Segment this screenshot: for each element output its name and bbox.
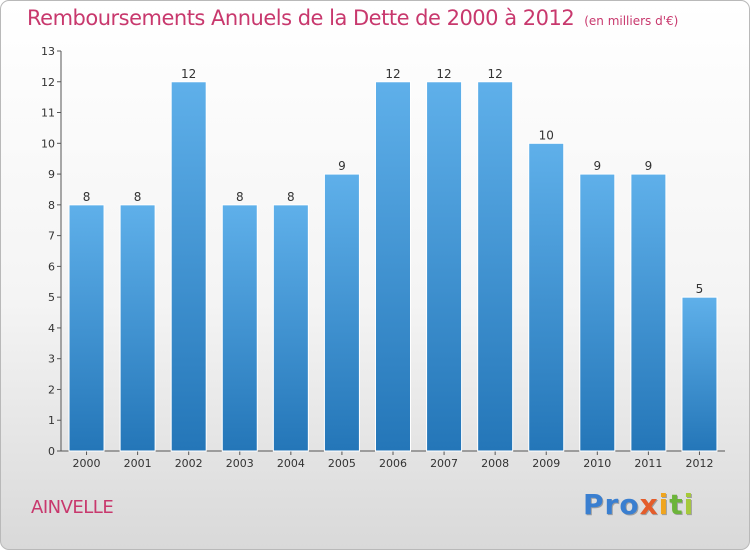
x-tick-label: 2005 (328, 457, 356, 470)
y-tick-label: 2 (48, 383, 55, 396)
bar-value-label: 8 (236, 190, 244, 204)
x-tick-label: 2008 (481, 457, 509, 470)
x-tick-label: 2011 (634, 457, 662, 470)
bar-value-label: 9 (338, 159, 346, 173)
bar-value-label: 9 (593, 159, 601, 173)
y-tick-label: 1 (48, 414, 55, 427)
bar (119, 204, 156, 452)
bar (426, 81, 463, 452)
chart-title: Remboursements Annuels de la Dette de 20… (27, 6, 678, 30)
y-tick-label: 9 (48, 168, 55, 181)
x-tick-label: 2012 (685, 457, 713, 470)
bar-value-label: 9 (645, 159, 653, 173)
x-tick-label: 2006 (379, 457, 407, 470)
chart-bars: 8 8 12 8 8 9 12 12 12 10 9 9 5 (68, 67, 718, 452)
bar-value-label: 12 (488, 67, 503, 81)
x-tick-label: 2007 (430, 457, 458, 470)
bar-value-label: 12 (181, 67, 196, 81)
y-tick-label: 12 (41, 76, 55, 89)
x-tick-label: 2009 (532, 457, 560, 470)
chart-subtitle: (en milliers d'€) (584, 14, 679, 28)
x-tick-label: 2001 (124, 457, 152, 470)
bar (630, 173, 667, 452)
x-tick-label: 2003 (226, 457, 254, 470)
y-tick-label: 7 (48, 230, 55, 243)
proxiti-logo[interactable]: Proxiti (583, 488, 694, 521)
y-tick-label: 3 (48, 353, 55, 366)
bar (681, 296, 718, 452)
x-tick-label: 2002 (175, 457, 203, 470)
y-tick-label: 10 (41, 137, 55, 150)
y-tick-label: 6 (48, 260, 55, 273)
bar-value-label: 8 (134, 190, 142, 204)
y-tick-label: 13 (41, 45, 55, 58)
y-tick-label: 5 (48, 291, 55, 304)
bar (170, 81, 207, 452)
bar-value-label: 8 (83, 190, 91, 204)
bar-value-label: 12 (436, 67, 451, 81)
x-tick-label: 2010 (583, 457, 611, 470)
logo-part-1: Pro (583, 488, 640, 521)
logo-part-2: x (639, 488, 659, 521)
commune-name: AINVELLE (31, 497, 114, 518)
x-tick-label: 2004 (277, 457, 305, 470)
bar-value-label: 10 (539, 128, 554, 142)
bar (68, 204, 105, 452)
bar (579, 173, 616, 452)
bar (272, 204, 309, 452)
bar-value-label: 12 (385, 67, 400, 81)
y-tick-label: 8 (48, 199, 55, 212)
y-tick-label: 11 (41, 107, 55, 120)
y-tick-label: 0 (48, 445, 55, 458)
bar-value-label: 5 (696, 282, 704, 296)
bar (528, 142, 565, 452)
x-tick-label: 2000 (73, 457, 101, 470)
chart-title-text: Remboursements Annuels de la Dette de 20… (27, 6, 575, 30)
bar (221, 204, 258, 452)
logo-part-4: t (669, 488, 684, 521)
y-tick-label: 4 (48, 322, 55, 335)
bar (323, 173, 360, 452)
bar (375, 81, 411, 452)
logo-part-5: i (683, 488, 695, 521)
bar (477, 81, 514, 452)
bar-value-label: 8 (287, 190, 295, 204)
logo-part-3: i (658, 488, 670, 521)
